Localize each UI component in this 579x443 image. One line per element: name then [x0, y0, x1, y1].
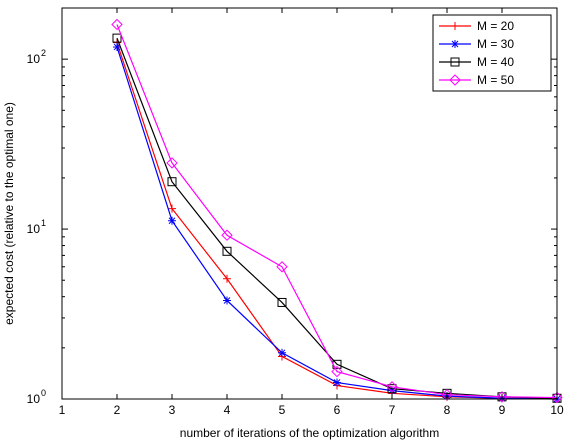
diamond-marker [331, 365, 343, 378]
star-marker [451, 40, 459, 48]
y-tick-exponent: 1 [41, 218, 46, 228]
diamond-marker [276, 261, 288, 273]
series-4 [111, 18, 563, 404]
star-marker [333, 378, 341, 387]
legend-label: M = 30 [477, 37, 514, 51]
x-tick-label: 6 [334, 403, 341, 417]
square-marker [222, 246, 232, 256]
square-marker [277, 297, 287, 307]
legend-label: M = 50 [477, 73, 514, 87]
x-tick-label: 1 [59, 403, 66, 417]
x-tick-label: 3 [169, 403, 176, 417]
legend-item-2: M = 30 [439, 37, 514, 51]
x-axis-title: number of iterations of the optimization… [180, 426, 439, 440]
series-line [116, 37, 558, 399]
plot-area [111, 18, 563, 404]
diamond-marker [496, 391, 508, 403]
legend-label: M = 40 [477, 55, 514, 69]
plus-marker [168, 204, 176, 213]
legend-label: M = 20 [477, 19, 514, 33]
diamond-marker [449, 74, 461, 86]
square-marker [450, 57, 460, 67]
x-tick-label: 8 [444, 403, 451, 417]
x-tick-label: 7 [389, 403, 396, 417]
x-tick-label: 9 [499, 403, 506, 417]
plus-marker [451, 22, 459, 30]
square-marker [387, 384, 397, 394]
x-tick-label: 5 [279, 403, 286, 417]
x-tick-label: 4 [224, 403, 231, 417]
series-line [116, 42, 558, 400]
diamond-marker [221, 229, 233, 241]
y-tick-label: 10 [27, 52, 41, 66]
diamond-marker [111, 18, 123, 31]
legend: M = 20 M = 30 M = 40 M = 50 [432, 14, 552, 92]
legend-item-4: M = 50 [439, 73, 514, 87]
y-axis-title: expected cost (relative to the optimal o… [2, 102, 16, 325]
diamond-marker [386, 381, 398, 393]
series-line [116, 24, 558, 399]
star-marker [113, 42, 121, 51]
y-tick-label: 10 [27, 392, 41, 406]
square-marker [112, 33, 122, 43]
diamond-marker [166, 157, 178, 169]
x-tick-label: 10 [550, 403, 564, 417]
square-marker [167, 177, 177, 187]
star-marker [278, 348, 286, 357]
plus-marker [223, 274, 231, 283]
y-tick-label: 10 [27, 222, 41, 236]
x-tick-label: 2 [114, 403, 121, 417]
diamond-marker [441, 388, 453, 401]
axes-frame [61, 7, 558, 400]
series-1 [113, 38, 561, 403]
star-marker [223, 296, 231, 305]
y-tick-exponent: 0 [41, 388, 46, 398]
legend-item-3: M = 40 [439, 55, 514, 69]
star-marker [168, 216, 176, 225]
y-tick-exponent: 2 [41, 48, 46, 58]
legend-box [432, 14, 552, 92]
star-marker [388, 386, 396, 395]
legend-item-1: M = 20 [439, 19, 514, 33]
diamond-marker [551, 391, 563, 404]
series-2 [113, 42, 561, 403]
